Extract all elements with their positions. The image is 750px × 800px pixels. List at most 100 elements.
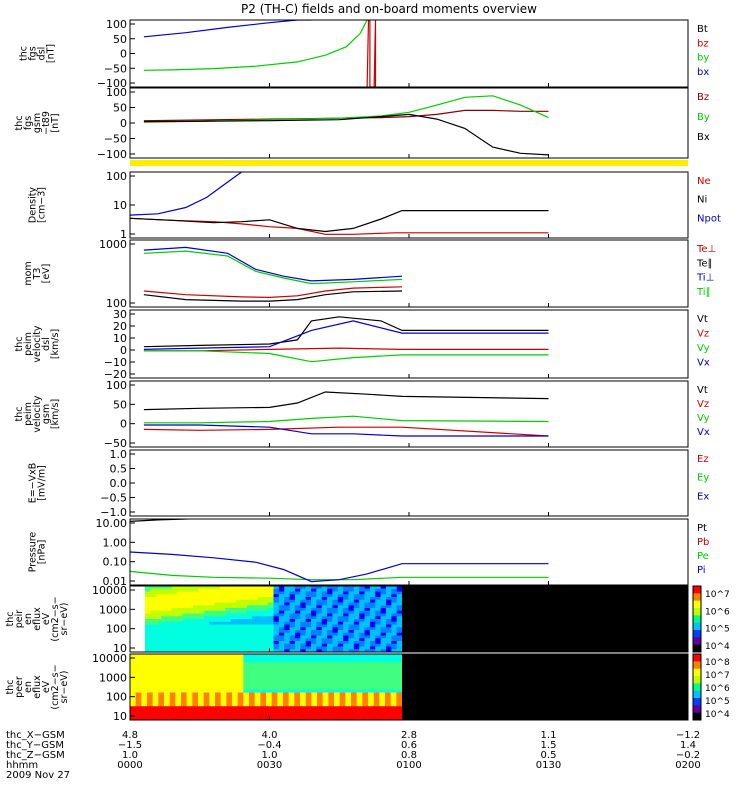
legend-label: bz (697, 38, 709, 49)
y-tick-label: 10 (113, 199, 127, 212)
spectrogram-cell (150, 588, 157, 592)
spectrogram-cell (145, 638, 151, 642)
spectrogram-cell (192, 709, 199, 713)
spectrogram-cell (181, 717, 188, 720)
spectrogram-cell (203, 632, 210, 636)
spectrogram-cell (271, 681, 278, 685)
spectrogram-cell (186, 673, 193, 677)
spectrogram-cell (226, 687, 233, 691)
spectrogram-cell (368, 667, 375, 671)
spectrogram-cell (209, 670, 216, 674)
spectrogram-cell (396, 709, 403, 713)
spectrogram-cell (359, 630, 366, 634)
series-group (143, 391, 549, 437)
spectrogram-cell (283, 662, 290, 666)
spectrogram-cell (364, 619, 371, 623)
spectrogram-cell (321, 619, 328, 623)
spectrogram-cell (288, 667, 295, 671)
spectrogram-cell (155, 635, 162, 639)
spectrogram-cell (289, 605, 296, 609)
spectrogram-cell (289, 635, 296, 639)
spectrogram-cell (385, 621, 392, 625)
spectrogram-cell (311, 667, 318, 671)
spectrogram-cell (343, 591, 349, 595)
spectrogram-cell (300, 646, 307, 650)
spectrogram-cell (198, 695, 205, 699)
spectrogram-cell (300, 613, 307, 617)
x-row-value: 1.5 (541, 740, 557, 751)
spectrogram-cell (209, 602, 216, 606)
spectrogram-cell (317, 667, 324, 671)
spectrogram-cell (327, 613, 333, 617)
spectrogram-cell (343, 608, 349, 612)
spectrogram-cell (396, 630, 403, 634)
spectrogram-cell (348, 591, 355, 595)
spectrogram-cell (155, 646, 162, 650)
spectrogram-cell (322, 709, 329, 713)
spectrogram-cell (328, 706, 335, 710)
spectrogram-cell (186, 711, 193, 715)
spectrogram-cell (353, 619, 360, 623)
spectrogram-cell (155, 649, 162, 652)
spectrogram-cell (147, 670, 154, 674)
spectrogram-cell (215, 673, 222, 677)
spectrogram-cell (359, 638, 366, 642)
spectrogram-cell (266, 667, 273, 671)
spectrogram-cell (171, 608, 178, 612)
spectrogram-cell (181, 714, 188, 718)
spectrogram-cell (152, 659, 159, 663)
spectrogram-cell (294, 654, 301, 658)
spectrogram-cell (364, 643, 371, 647)
spectrogram-cell (141, 687, 148, 691)
spectrogram-cell (177, 610, 183, 614)
spectrogram-cell (277, 698, 284, 702)
spectrogram-cell (271, 659, 278, 663)
spectrogram-cell (230, 586, 237, 590)
spectrogram-cell (155, 597, 162, 601)
spectrogram-cell (166, 646, 173, 650)
spectrogram-cell (220, 676, 227, 680)
spectrogram-cell (343, 605, 349, 609)
spectrogram-cell (380, 619, 387, 623)
spectrogram-cell (257, 588, 264, 592)
spectrogram-cell (266, 665, 273, 669)
spectrogram-cell (186, 670, 193, 674)
spectrogram-cell (214, 624, 221, 628)
spectrogram-cell (351, 695, 358, 699)
spectrogram-cell (322, 673, 329, 677)
spectrogram-cell (198, 676, 205, 680)
spectrogram-cell (193, 619, 200, 623)
spectrogram-cell (260, 714, 267, 718)
legend: Te⊥Te∥Ti⊥Ti∥ (696, 244, 716, 298)
spectrogram-cell (380, 602, 387, 606)
spectrogram-cell (305, 619, 312, 623)
spectrogram-cell (177, 599, 183, 603)
spectrogram-cell (209, 659, 216, 663)
spectrogram-cell (169, 706, 176, 710)
spectrogram-cell (339, 706, 346, 710)
spectrogram-cell (169, 654, 176, 658)
spectrogram-cell (345, 662, 352, 666)
spectrogram-cell (305, 695, 312, 699)
spectrogram-cell (147, 676, 154, 680)
spectrogram-cell (305, 599, 312, 603)
spectrogram-cell (322, 659, 329, 663)
spectrogram-cell (316, 608, 323, 612)
spectrogram-cell (375, 586, 382, 590)
spectrogram-cell (262, 635, 269, 639)
spectrogram-cell (268, 624, 275, 628)
spectrogram-cell (246, 646, 253, 650)
spectrogram-cell (390, 670, 397, 674)
spectrogram-cell (322, 698, 329, 702)
spectrogram-cell (152, 687, 159, 691)
spectrogram-cell (379, 654, 386, 658)
spectrogram-cell (332, 619, 339, 623)
spectrogram-cell (348, 586, 355, 590)
spectrogram-cell (328, 698, 335, 702)
spectrogram-cell (277, 659, 284, 663)
spectrogram-cell (226, 684, 233, 688)
spectrogram-cell (396, 676, 403, 680)
spectrogram-cell (396, 717, 403, 720)
spectrogram-cell (182, 610, 189, 614)
